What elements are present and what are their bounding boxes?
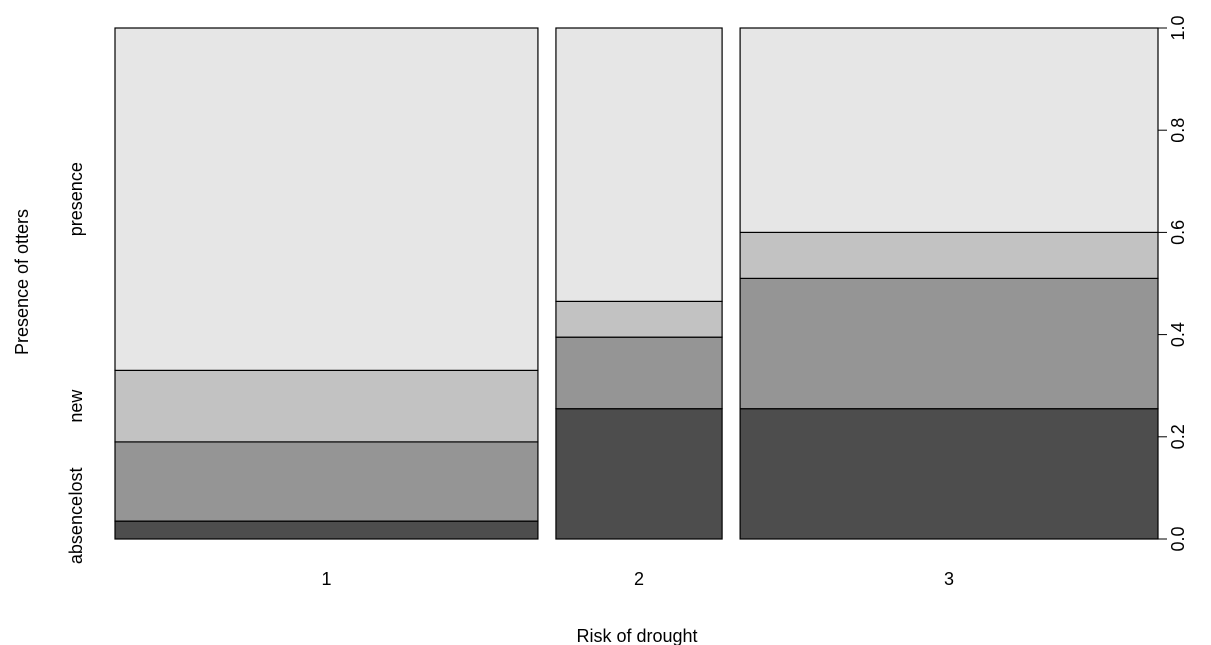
segment-new-cat-2 xyxy=(555,300,723,338)
segment-lost-cat-3 xyxy=(739,277,1159,410)
segment-lost-cat-2 xyxy=(555,336,723,410)
right-axis-tick-label: 0.6 xyxy=(1168,220,1188,245)
segment-presence-cat-3 xyxy=(739,27,1159,233)
y-category-label-new: new xyxy=(66,389,86,423)
bars-group xyxy=(114,27,1159,540)
x-tick-labels: 1 2 3 xyxy=(321,569,954,589)
right-axis-tick-label: 0.0 xyxy=(1168,526,1188,551)
right-axis-tick-label: 0.2 xyxy=(1168,424,1188,449)
y-category-label-presence: presence xyxy=(66,162,86,236)
segment-absence-cat-2 xyxy=(555,408,723,540)
right-axis-tick-label: 0.4 xyxy=(1168,322,1188,347)
y-axis-title: Presence of otters xyxy=(12,209,32,355)
segment-absence-cat-1 xyxy=(114,520,539,540)
x-tick-label: 1 xyxy=(321,569,331,589)
x-tick-label: 3 xyxy=(944,569,954,589)
x-tick-label: 2 xyxy=(634,569,644,589)
segment-lost-cat-1 xyxy=(114,441,539,522)
right-axis-tick-label: 1.0 xyxy=(1168,15,1188,40)
x-axis-title: Risk of drought xyxy=(576,626,697,645)
segment-new-cat-1 xyxy=(114,369,539,443)
segment-presence-cat-2 xyxy=(555,27,723,302)
y-category-label-absence: absence xyxy=(66,496,86,564)
segment-presence-cat-1 xyxy=(114,27,539,371)
right-y-axis: 0.0 0.2 0.4 0.6 0.8 1.0 xyxy=(1157,15,1188,552)
segment-new-cat-3 xyxy=(739,231,1159,279)
segment-absence-cat-3 xyxy=(739,408,1159,540)
y-category-label-lost: lost xyxy=(66,468,86,496)
right-axis-tick-label: 0.8 xyxy=(1168,118,1188,143)
